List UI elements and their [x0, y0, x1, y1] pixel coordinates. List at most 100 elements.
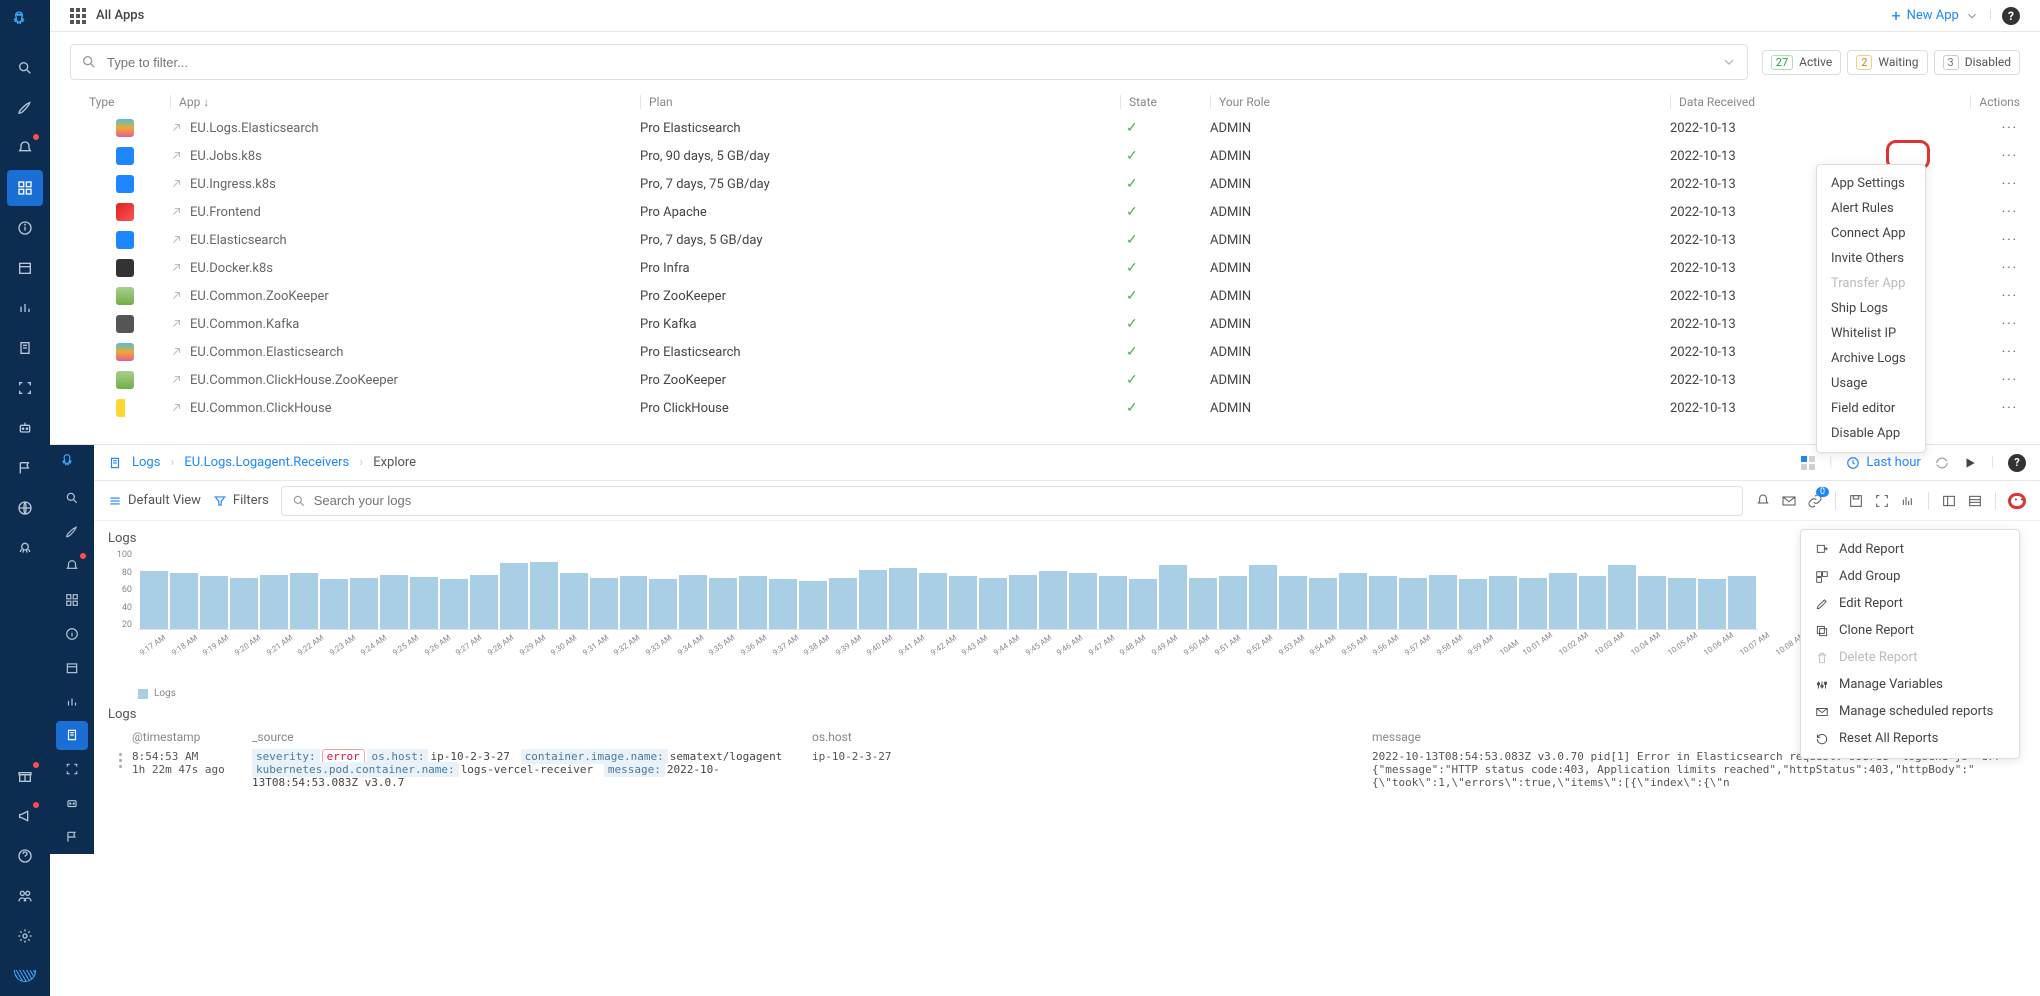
- nav-chart[interactable]: [7, 290, 43, 326]
- view-grid-icon[interactable]: [1801, 456, 1815, 470]
- nav-octo2[interactable]: [7, 530, 43, 566]
- nav2-cal[interactable]: [56, 653, 88, 683]
- panel-list-icon[interactable]: [1967, 493, 1983, 509]
- chart-bar[interactable]: [500, 563, 528, 629]
- th-role[interactable]: Your Role: [1210, 95, 1670, 109]
- chart-bar[interactable]: [919, 573, 947, 629]
- chart-bar[interactable]: [1069, 573, 1097, 629]
- nav-robot[interactable]: [7, 410, 43, 446]
- chart-bar[interactable]: [200, 576, 228, 629]
- status-pill-waiting[interactable]: 2 Waiting: [1847, 50, 1927, 75]
- chart-bar[interactable]: [1249, 565, 1277, 629]
- bell-icon[interactable]: [1755, 493, 1771, 509]
- chart-bar[interactable]: [170, 573, 198, 629]
- chart-bar[interactable]: [1339, 573, 1367, 629]
- help-icon-2[interactable]: ?: [2008, 454, 2026, 472]
- menu-item[interactable]: Ship Logs: [1817, 296, 1925, 321]
- menu-item[interactable]: Archive Logs: [1817, 346, 1925, 371]
- table-row[interactable]: EU.Frontend Pro Apache ✓ ADMIN 2022-10-1…: [70, 198, 2020, 226]
- default-view-button[interactable]: Default View: [108, 493, 201, 508]
- nav-megaphone[interactable]: [7, 798, 43, 834]
- table-row[interactable]: EU.Common.Kafka Pro Kafka ✓ ADMIN 2022-1…: [70, 310, 2020, 338]
- chart-bar[interactable]: [1549, 573, 1577, 629]
- chart-bar[interactable]: [829, 578, 857, 629]
- bars-icon[interactable]: [1900, 493, 1916, 509]
- nav2-doc[interactable]: [56, 721, 88, 751]
- chart-bar[interactable]: [1399, 578, 1427, 629]
- chart-bar[interactable]: [1668, 578, 1696, 629]
- filters-button[interactable]: Filters: [213, 493, 269, 508]
- chart-bar[interactable]: [979, 578, 1007, 629]
- crumb-app[interactable]: EU.Logs.Logagent.Receivers: [184, 455, 349, 470]
- status-pill-active[interactable]: 27 Active: [1762, 50, 1841, 75]
- table-row[interactable]: EU.Docker.k8s Pro Infra ✓ ADMIN 2022-10-…: [70, 254, 2020, 282]
- chart-bar[interactable]: [140, 571, 168, 629]
- chart-bar[interactable]: [679, 575, 707, 629]
- chart-bar[interactable]: [1429, 575, 1457, 629]
- chart-bar[interactable]: [859, 570, 887, 629]
- apps-icon[interactable]: [70, 8, 86, 24]
- time-picker[interactable]: Last hour: [1846, 455, 1920, 470]
- nav-gift[interactable]: [7, 758, 43, 794]
- chart-bar[interactable]: [290, 573, 318, 629]
- menu-item[interactable]: Field editor: [1817, 396, 1925, 421]
- chart-bar[interactable]: [1219, 576, 1247, 629]
- link-icon[interactable]: 0: [1807, 493, 1823, 509]
- row-actions-button[interactable]: ···: [1970, 289, 2030, 304]
- menu-item[interactable]: Alert Rules: [1817, 196, 1925, 221]
- nav2-robot[interactable]: [56, 788, 88, 818]
- chart-bar[interactable]: [320, 579, 348, 629]
- row-actions-button[interactable]: ···: [1970, 233, 2030, 248]
- crumb-logs[interactable]: Logs: [132, 455, 160, 470]
- menu-item[interactable]: Manage Variables: [1801, 671, 2019, 698]
- nav-users[interactable]: [7, 878, 43, 914]
- chart-bar[interactable]: [1009, 575, 1037, 629]
- chart-bar[interactable]: [949, 576, 977, 629]
- mail-icon[interactable]: [1781, 493, 1797, 509]
- th-state[interactable]: State: [1120, 95, 1210, 109]
- nav-alerts[interactable]: [7, 130, 43, 166]
- row-actions-button[interactable]: ···: [1970, 205, 2030, 220]
- th-type[interactable]: Type: [80, 95, 170, 109]
- nav-lang[interactable]: [7, 958, 43, 994]
- chart-bar[interactable]: [1579, 576, 1607, 629]
- chart-bar[interactable]: [1728, 576, 1756, 629]
- nav2-rocket[interactable]: [56, 517, 88, 547]
- row-actions-button[interactable]: ···: [1970, 177, 2030, 192]
- status-pill-disabled[interactable]: 3 Disabled: [1934, 50, 2021, 75]
- search-logs-input[interactable]: [314, 493, 1732, 508]
- chart-bar[interactable]: [769, 579, 797, 629]
- menu-item[interactable]: Connect App: [1817, 221, 1925, 246]
- chart-bar[interactable]: [649, 579, 677, 629]
- row-actions-button[interactable]: ···: [1970, 373, 2030, 388]
- log-th-host[interactable]: os.host: [812, 730, 1372, 744]
- chart-bar[interactable]: [560, 573, 588, 629]
- chart-bar[interactable]: [1459, 579, 1487, 629]
- chart-bar[interactable]: [350, 578, 378, 629]
- nav-info[interactable]: [7, 210, 43, 246]
- menu-item[interactable]: Disable App: [1817, 421, 1925, 446]
- nav2-info[interactable]: [56, 619, 88, 649]
- th-plan[interactable]: Plan: [640, 95, 1120, 109]
- row-actions-button[interactable]: ···: [1970, 149, 2030, 164]
- chart-bar[interactable]: [1159, 565, 1187, 629]
- th-data[interactable]: Data Received: [1670, 95, 1970, 109]
- chart-bar[interactable]: [1039, 571, 1067, 629]
- chart-bar[interactable]: [590, 578, 618, 629]
- nav-search[interactable]: [7, 50, 43, 86]
- table-row[interactable]: EU.Jobs.k8s Pro, 90 days, 5 GB/day ✓ ADM…: [70, 142, 2020, 170]
- chart-bar[interactable]: [1279, 576, 1307, 629]
- menu-item[interactable]: Manage scheduled reports: [1801, 698, 2019, 725]
- row-actions-button[interactable]: ···: [1970, 401, 2030, 416]
- chart-bar[interactable]: [1489, 576, 1517, 629]
- logs-chart[interactable]: [138, 550, 1758, 630]
- help-icon[interactable]: ?: [2002, 7, 2020, 25]
- log-row[interactable]: 8:54:53 AM 1h 22m 47s ago severity:error…: [108, 748, 2026, 791]
- chart-bar[interactable]: [620, 576, 648, 629]
- drag-handle-icon[interactable]: [108, 750, 132, 768]
- chart-bar[interactable]: [1608, 565, 1636, 629]
- row-actions-button[interactable]: ···: [1970, 261, 2030, 276]
- nav-apps[interactable]: [7, 170, 43, 206]
- table-row[interactable]: EU.Common.Elasticsearch Pro Elasticsearc…: [70, 338, 2020, 366]
- nav-flag[interactable]: [7, 450, 43, 486]
